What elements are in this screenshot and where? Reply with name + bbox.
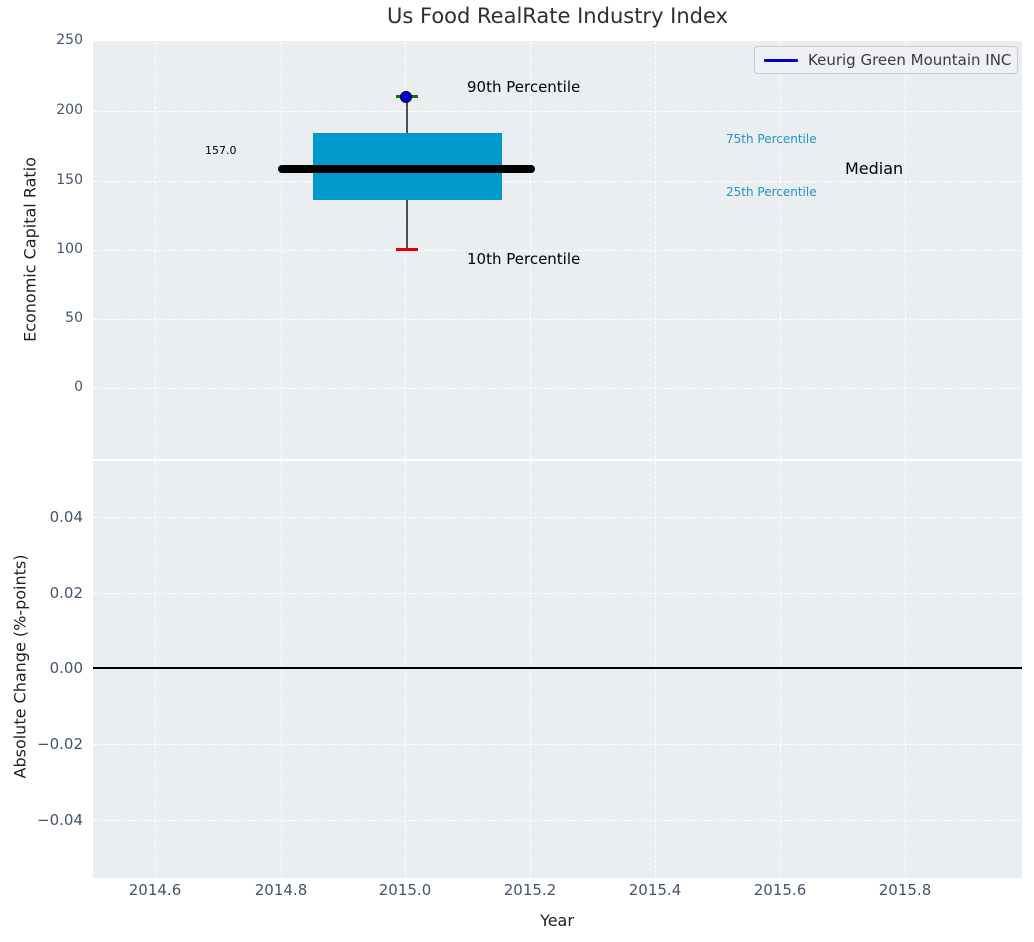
y-tick-label: −0.02 [37,735,83,753]
gridline [780,461,781,878]
gridline [155,41,156,459]
y-tick-label: 200 [56,102,83,118]
p75-annotation: 75th Percentile [726,132,817,146]
gridline [655,461,656,878]
median-annotation: Median [845,159,904,178]
top-y-axis-label: Economic Capital Ratio [20,157,40,342]
gridline [905,41,906,459]
gridline [93,181,1022,182]
gridline [281,41,282,459]
p25-annotation: 25th Percentile [726,185,817,199]
gridline [655,41,656,459]
gridline [93,319,1022,320]
gridline [93,820,1022,821]
zero-reference-line [93,667,1022,669]
company-data-point [400,91,412,103]
x-tick-label: 2015.0 [378,881,432,899]
y-tick-label: 0 [74,379,83,395]
legend-line-swatch [764,58,798,62]
x-axis-label: Year [540,911,574,930]
gridline [905,461,906,878]
gridline [93,388,1022,389]
y-tick-label: 0.00 [49,659,83,677]
y-tick-label: 100 [56,241,83,257]
p10-annotation: 10th Percentile [467,250,581,268]
y-tick-label: 250 [56,32,83,48]
bottom-plot-area [93,461,1022,878]
y-tick-label: 0.02 [49,584,83,602]
gridline [530,461,531,878]
gridline [530,41,531,459]
y-tick-label: 50 [65,310,83,326]
y-tick-label: 0.04 [49,508,83,526]
y-tick-label: 150 [56,172,83,188]
x-tick-label: 2014.6 [128,881,182,899]
boxplot-p10-cap [396,248,418,251]
x-tick-label: 2015.2 [503,881,557,899]
gridline [93,250,1022,251]
gridline [93,593,1022,594]
chart-title: Us Food RealRate Industry Index [387,4,728,28]
gridline [93,517,1022,518]
gridline [93,744,1022,745]
p90-annotation: 90th Percentile [467,78,581,96]
median-value-annotation: 157.0 [205,144,237,157]
gridline [405,461,406,878]
x-tick-label: 2015.6 [753,881,807,899]
gridline [281,461,282,878]
gridline [155,461,156,878]
gridline [780,41,781,459]
legend-label: Keurig Green Mountain INC [808,51,1012,69]
x-tick-label: 2014.8 [254,881,308,899]
top-plot-area [93,41,1022,459]
x-tick-label: 2015.4 [628,881,682,899]
gridline [93,111,1022,112]
boxplot-median-line [278,165,535,173]
x-tick-label: 2015.8 [878,881,932,899]
y-tick-label: −0.04 [37,811,83,829]
bottom-y-axis-label: Absolute Change (%-points) [10,554,30,779]
legend: Keurig Green Mountain INC [754,46,1018,74]
